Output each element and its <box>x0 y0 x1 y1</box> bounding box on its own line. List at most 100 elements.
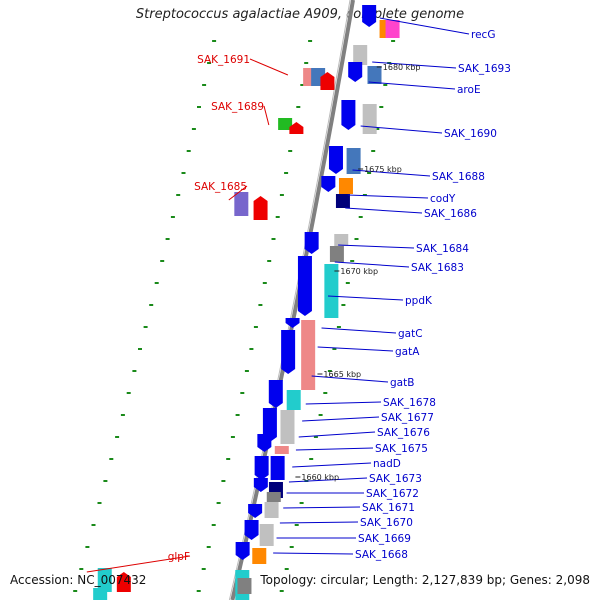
kbp-label: 1670 kbp <box>340 267 378 276</box>
tick-mark <box>186 150 191 152</box>
gene-arrow <box>321 176 336 192</box>
tick-mark <box>197 106 201 108</box>
leader-line <box>279 521 359 524</box>
gene-arrow <box>281 330 296 374</box>
kbp-markers: 1680 kbp 1675 kbp 1670 kbp 1665 kbp 1660 kbp <box>295 63 420 482</box>
tick-mark <box>97 502 102 504</box>
gene-arrow <box>244 520 259 540</box>
leader-line <box>86 555 191 573</box>
gene-block <box>97 568 112 592</box>
gene-arrow <box>268 380 283 408</box>
tick-mark <box>115 436 120 438</box>
gene-label: aroE <box>457 84 481 96</box>
tick-mark <box>191 128 196 130</box>
gene-block <box>252 548 267 564</box>
tick-mark <box>299 502 304 504</box>
tick-mark <box>165 238 170 240</box>
tick-mark <box>350 260 355 262</box>
tick-mark <box>196 590 201 592</box>
gene-block <box>385 20 400 38</box>
tick-mark <box>383 84 388 86</box>
gene-arrow <box>320 72 335 90</box>
tick-mark <box>206 546 211 548</box>
leader-line <box>368 81 456 90</box>
gene-block <box>234 192 249 216</box>
leader-line <box>263 105 270 126</box>
leader-line <box>228 185 248 201</box>
tick-mark <box>308 40 313 42</box>
tick-mark <box>258 304 263 306</box>
tick-mark <box>336 326 341 328</box>
gene-block <box>301 320 316 390</box>
tick-mark <box>207 62 212 64</box>
gene-block <box>334 234 349 246</box>
tick-mark <box>230 436 235 438</box>
leader-line <box>352 169 431 177</box>
tick-mark <box>170 216 175 218</box>
leader-line <box>298 431 376 438</box>
gene-arrow <box>257 434 272 452</box>
tick-mark <box>262 282 267 284</box>
gene-labels: recG SAK_1693 aroE SAK_1690 SAK_1688 codY SAK_… <box>168 29 511 563</box>
leader-line <box>347 194 429 199</box>
leader-line <box>292 462 372 468</box>
gene-label: SAK_1688 <box>432 171 485 183</box>
leader-line <box>249 58 289 76</box>
tick-mark <box>288 150 293 152</box>
kbp-label: 1680 kbp <box>383 63 421 72</box>
gene-block <box>353 45 368 65</box>
gene-block <box>329 246 344 262</box>
gene-arrow <box>248 504 263 518</box>
leader-line <box>311 375 389 383</box>
gene-arrow <box>254 456 269 480</box>
gene-label: SAK_1691 <box>197 54 250 66</box>
accession-text: Accession: NC_007432 <box>10 573 147 587</box>
label-leaders <box>86 17 470 573</box>
leader-line <box>327 295 404 301</box>
genome-backbone <box>228 0 355 600</box>
tick-mark <box>327 370 332 372</box>
gene-label: SAK_1689 <box>211 101 264 113</box>
tick-mark <box>284 172 289 174</box>
tick-mark <box>362 194 367 196</box>
gene-label: SAK_1683 <box>411 262 464 274</box>
tick-marks <box>73 40 396 592</box>
tick-mark <box>201 568 206 570</box>
tick-mark <box>313 436 318 438</box>
gene-block <box>286 390 301 410</box>
gene-label: SAK_1673 <box>369 473 422 485</box>
gene-label: glpF <box>168 551 190 563</box>
gene-arrow <box>262 408 277 442</box>
leader-line <box>360 125 443 134</box>
gene-label: SAK_1669 <box>358 533 411 545</box>
tick-mark <box>91 524 96 526</box>
gene-block <box>280 410 295 444</box>
tick-mark <box>358 216 363 218</box>
gene-label: gatC <box>398 328 423 340</box>
gene-block <box>324 264 339 318</box>
tick-mark <box>294 524 299 526</box>
leader-line <box>305 401 382 405</box>
gene-arrow <box>348 62 363 82</box>
tick-mark <box>371 150 376 152</box>
tick-mark <box>253 326 258 328</box>
tick-mark <box>275 216 280 218</box>
tick-mark <box>341 304 346 306</box>
backbone-line <box>230 0 355 600</box>
tick-mark <box>279 194 284 196</box>
gene-block <box>335 194 350 208</box>
gene-block <box>266 492 281 502</box>
tick-mark <box>143 326 148 328</box>
leader-line <box>372 61 457 69</box>
gene-label: SAK_1678 <box>383 397 436 409</box>
gene-block <box>270 456 285 480</box>
tick-mark <box>304 62 309 64</box>
gene-label: SAK_1684 <box>416 243 469 255</box>
tick-mark <box>120 414 125 416</box>
topology-text: Topology: circular; Length: 2,127,839 bp… <box>260 573 590 587</box>
gene-label: nadD <box>373 458 401 470</box>
gene-arrow <box>253 478 268 492</box>
tick-mark <box>289 546 294 548</box>
tick-mark <box>160 260 165 262</box>
